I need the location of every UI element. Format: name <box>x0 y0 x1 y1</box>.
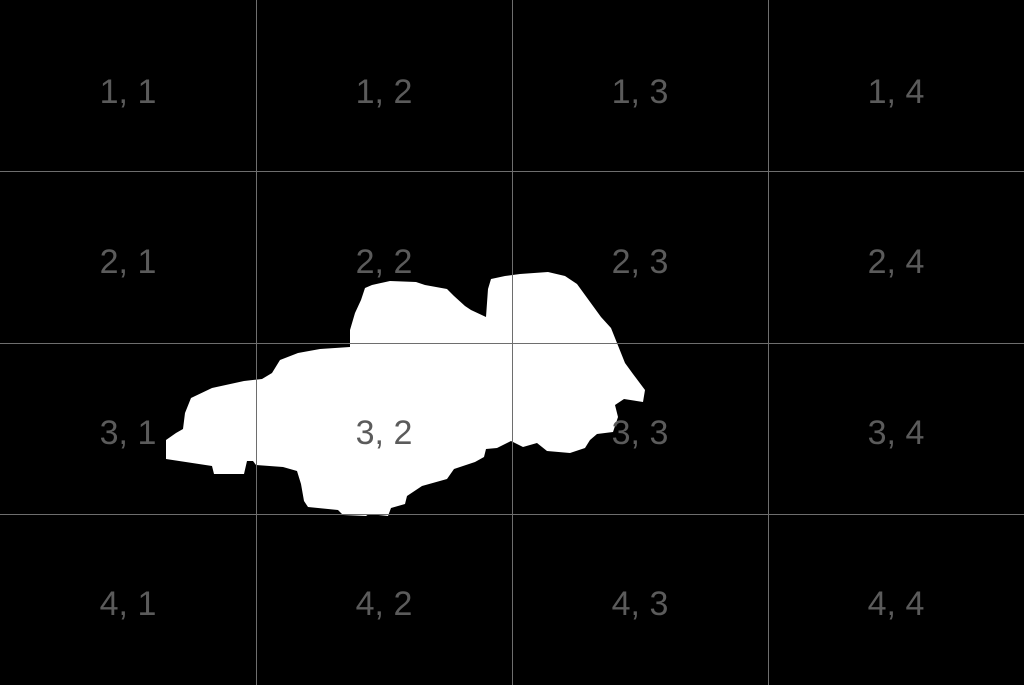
cell-label-1-1: 1, 1 <box>99 73 157 111</box>
cell-label-3-2: 3, 2 <box>355 414 413 452</box>
cell-label-4-2: 4, 2 <box>355 585 413 623</box>
cell-label-2-4: 2, 4 <box>867 243 925 281</box>
cell-label-1-4: 1, 4 <box>867 73 925 111</box>
cell-label-1-2: 1, 2 <box>355 73 413 111</box>
mask-blob <box>166 272 645 516</box>
cell-label-3-1: 3, 1 <box>99 414 157 452</box>
cell-label-3-3: 3, 3 <box>611 414 669 452</box>
cell-label-3-4: 3, 4 <box>867 414 925 452</box>
cell-label-2-2: 2, 2 <box>355 243 413 281</box>
cell-label-4-3: 4, 3 <box>611 585 669 623</box>
cell-label-4-4: 4, 4 <box>867 585 925 623</box>
cell-label-4-1: 4, 1 <box>99 585 157 623</box>
cell-label-2-3: 2, 3 <box>611 243 669 281</box>
cell-label-1-3: 1, 3 <box>611 73 669 111</box>
cell-label-2-1: 2, 1 <box>99 243 157 281</box>
